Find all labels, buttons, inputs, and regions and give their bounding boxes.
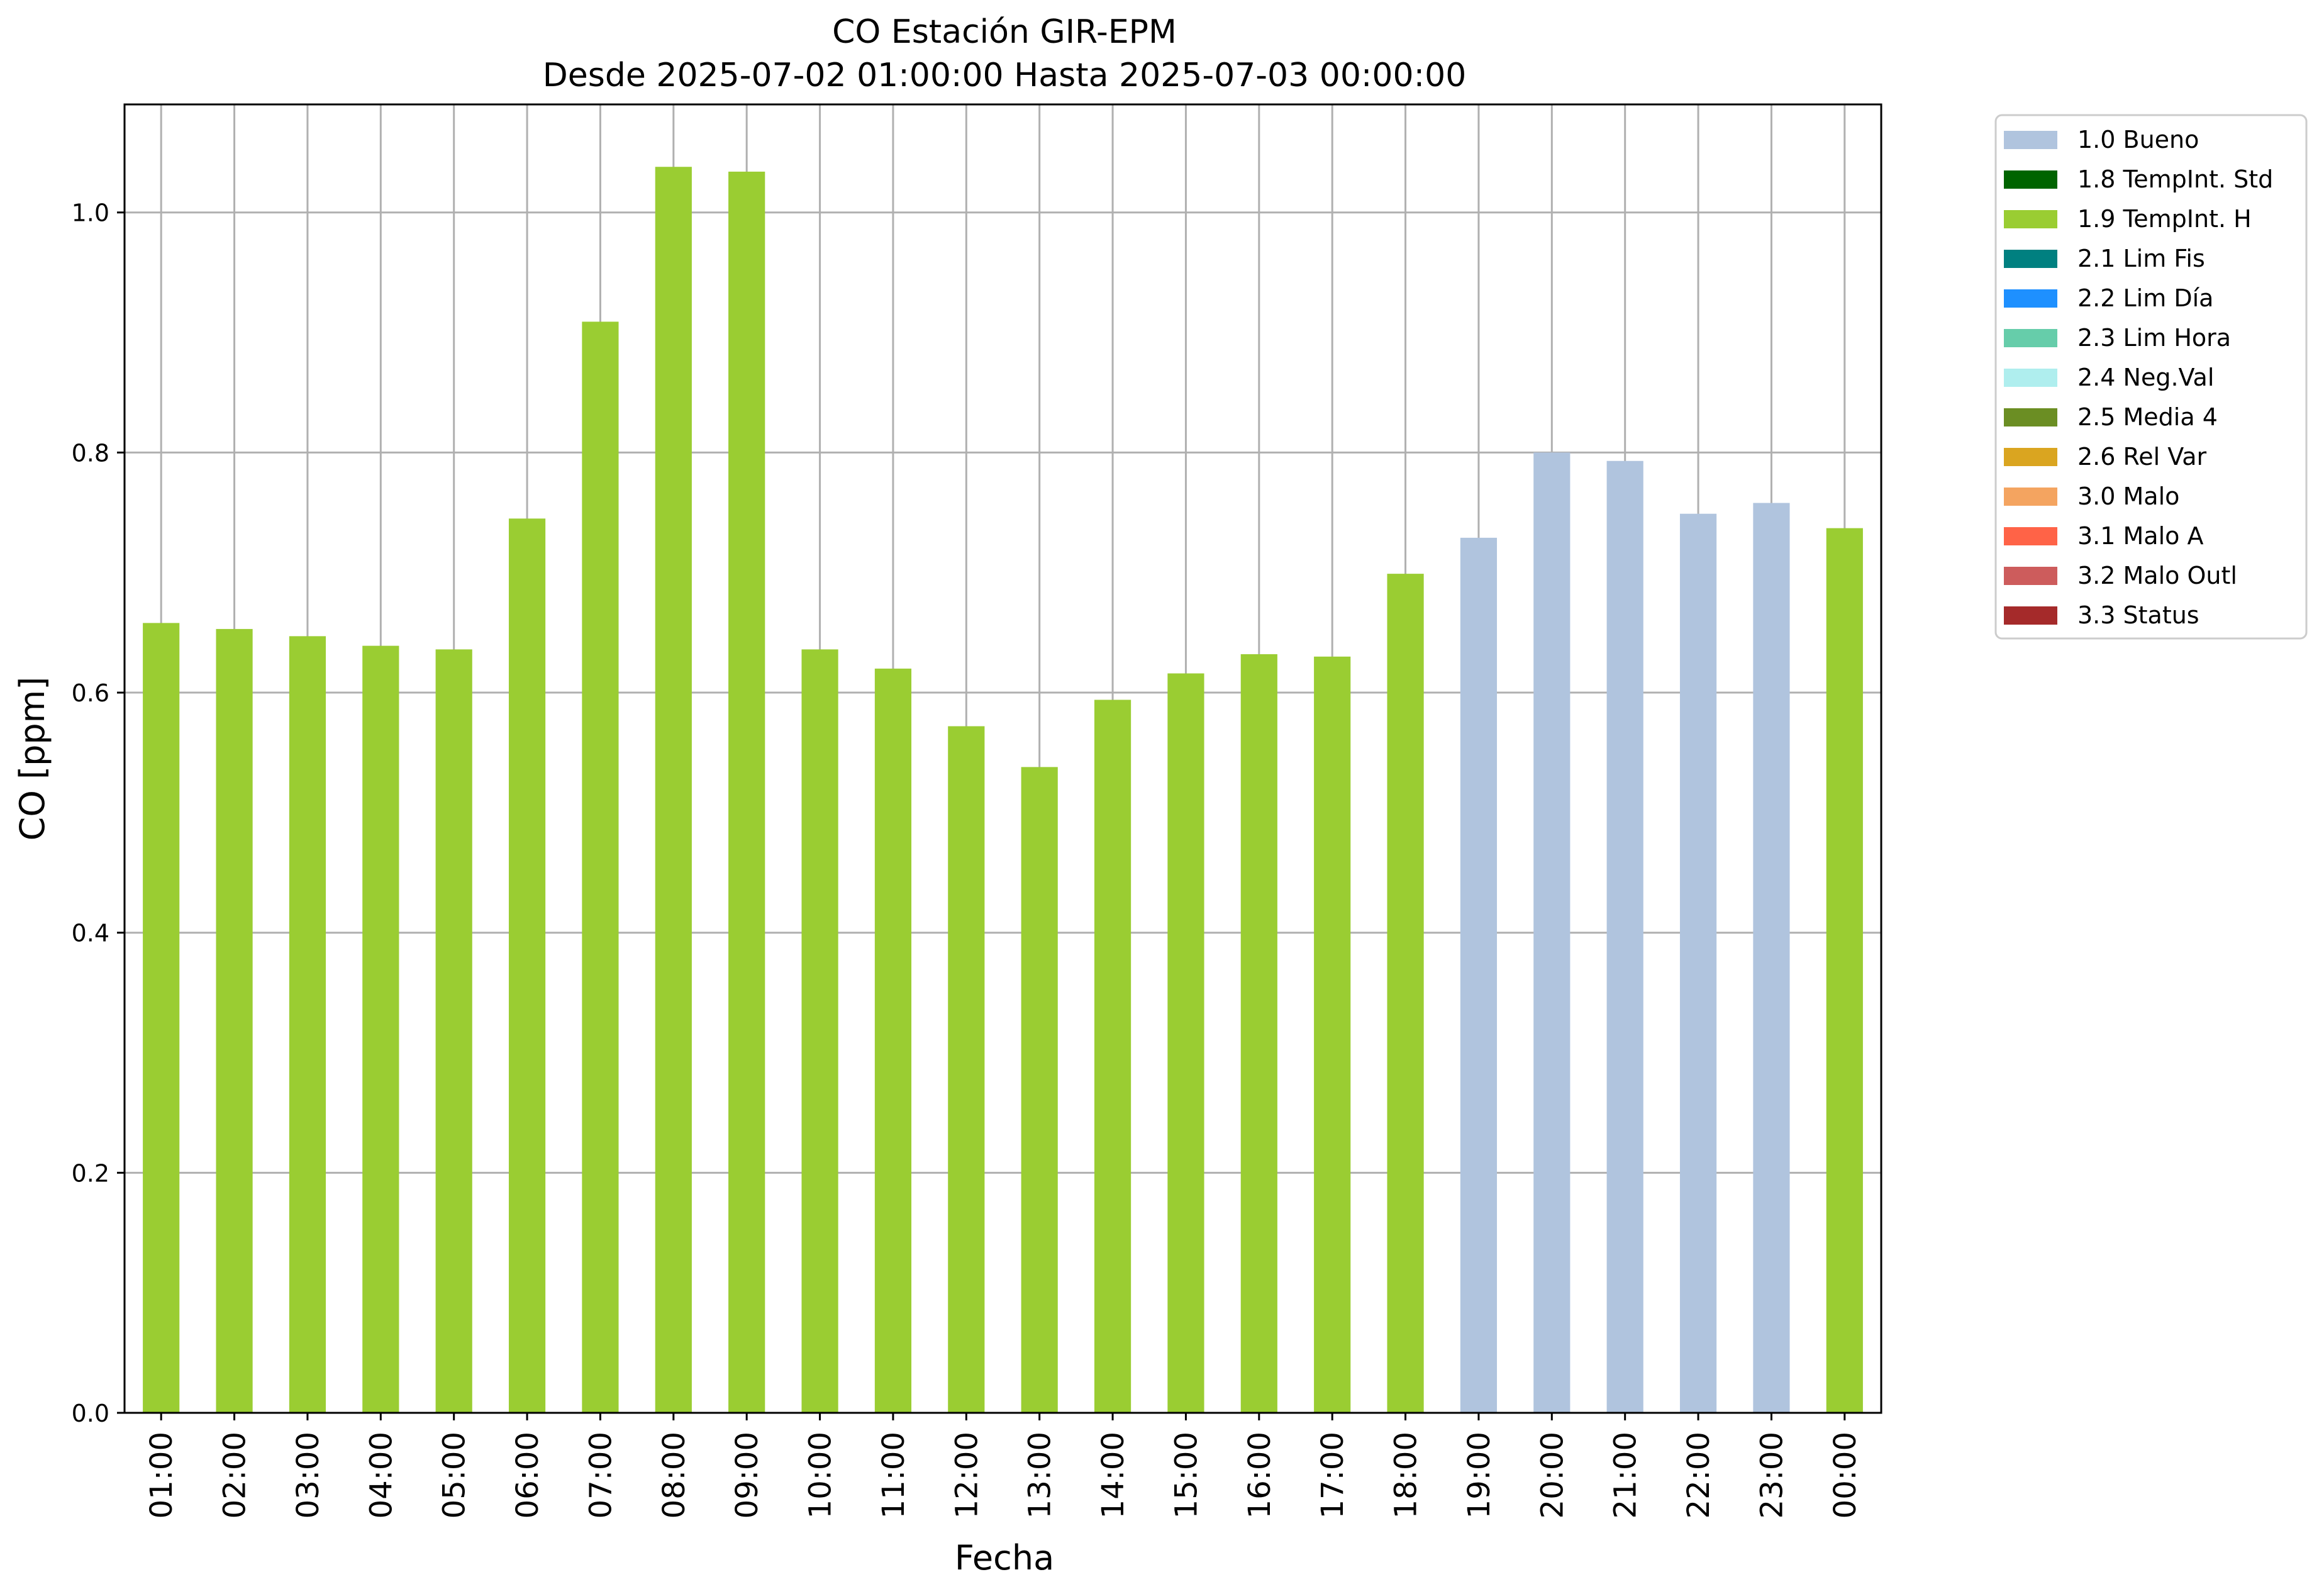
legend-label: 2.6 Rel Var [2077, 443, 2207, 471]
bar [728, 171, 765, 1413]
legend-swatch [2004, 250, 2057, 268]
y-tick-label: 0.2 [72, 1159, 109, 1187]
y-tick-label: 0.0 [72, 1400, 109, 1427]
legend-label: 3.1 Malo A [2077, 522, 2203, 550]
x-tick-label: 06:00 [510, 1432, 545, 1519]
x-tick-label: 12:00 [949, 1432, 984, 1519]
x-tick-label: 14:00 [1096, 1432, 1131, 1519]
bar [1606, 460, 1643, 1413]
x-tick-label: 18:00 [1389, 1432, 1424, 1519]
y-tick-label: 1.0 [72, 199, 109, 227]
bar [216, 628, 253, 1413]
x-tick-label: 19:00 [1462, 1432, 1497, 1519]
bar [1314, 656, 1351, 1413]
plot-frame [123, 103, 1882, 1414]
legend-label: 2.4 Neg.Val [2077, 364, 2214, 391]
bar [582, 321, 619, 1413]
x-tick-label: 23:00 [1754, 1432, 1789, 1519]
x-tick-label: 20:00 [1535, 1432, 1570, 1519]
legend: 1.0 Bueno 1.8 TempInt. Std 1.9 TempInt. H 2… [1994, 114, 2308, 640]
x-tick-label: 10:00 [803, 1432, 838, 1519]
x-tick-label: 15:00 [1169, 1432, 1204, 1519]
bar [801, 649, 838, 1413]
x-tick-label: 09:00 [730, 1432, 765, 1519]
x-tick-label: 16:00 [1242, 1432, 1277, 1519]
legend-entries: 1.0 Bueno 1.8 TempInt. Std 1.9 TempInt. H 2… [2004, 126, 2273, 629]
legend-swatch [2004, 527, 2057, 545]
bar [948, 726, 985, 1413]
x-tick-label: 08:00 [657, 1432, 692, 1519]
bar [362, 645, 399, 1413]
bar [508, 518, 546, 1413]
x-axis-label: Fecha [955, 1538, 1054, 1578]
legend-label: 2.1 Lim Fis [2077, 245, 2205, 272]
legend-label: 1.9 TempInt. H [2077, 205, 2252, 233]
legend-frame [1994, 114, 2308, 640]
bar [1240, 654, 1277, 1413]
bar [1021, 767, 1058, 1413]
legend-swatch [2004, 448, 2057, 466]
legend-label: 3.0 Malo [2077, 482, 2179, 510]
bar [1679, 513, 1717, 1413]
legend-swatch [2004, 488, 2057, 506]
x-tick-label: 11:00 [876, 1432, 911, 1519]
legend-label: 1.8 TempInt. Std [2077, 165, 2273, 193]
x-tick-label: 01:00 [144, 1432, 179, 1519]
legend-label: 2.5 Media 4 [2077, 403, 2218, 431]
bar [143, 623, 180, 1413]
y-tick-label: 0.6 [72, 679, 109, 707]
x-tick-label: 07:00 [583, 1432, 618, 1519]
x-tick-label: 05:00 [437, 1432, 472, 1519]
bar [1387, 574, 1424, 1413]
x-tick-label: 17:00 [1315, 1432, 1350, 1519]
legend-swatch [2004, 329, 2057, 347]
legend-label: 3.2 Malo Outl [2077, 562, 2237, 589]
bar [1094, 699, 1131, 1413]
legend-label: 1.0 Bueno [2077, 126, 2199, 153]
legend-swatch [2004, 567, 2057, 585]
legend-swatch [2004, 606, 2057, 625]
x-tick-label: 00:00 [1828, 1432, 1863, 1519]
bar-series [143, 167, 1863, 1413]
y-axis: 0.0 0.2 0.4 0.6 0.8 1.0 [72, 199, 125, 1427]
chart-title: CO Estación GIR-EPM [832, 13, 1177, 51]
legend-swatch [2004, 369, 2057, 387]
x-tick-label: 03:00 [291, 1432, 326, 1519]
x-tick-label: 13:00 [1023, 1432, 1058, 1519]
bar [1167, 673, 1204, 1413]
legend-swatch [2004, 131, 2057, 149]
bar [435, 649, 472, 1413]
y-tick-label: 0.8 [72, 439, 109, 467]
y-axis-label: CO [ppm] [13, 677, 52, 841]
chart-subtitle: Desde 2025-07-02 01:00:00 Hasta 2025-07-… [543, 57, 1467, 94]
bar [1533, 452, 1571, 1413]
x-tick-label: 04:00 [364, 1432, 399, 1519]
bar [655, 167, 692, 1413]
x-tick-label: 22:00 [1681, 1432, 1716, 1519]
x-tick-label: 02:00 [218, 1432, 253, 1519]
bar [1826, 528, 1863, 1413]
legend-label: 2.2 Lim Día [2077, 284, 2213, 312]
legend-swatch [2004, 289, 2057, 308]
bar [1460, 537, 1498, 1413]
legend-label: 2.3 Lim Hora [2077, 324, 2231, 352]
legend-swatch [2004, 210, 2057, 228]
bar [289, 636, 326, 1413]
y-tick-label: 0.4 [72, 920, 109, 947]
bar [1753, 503, 1790, 1413]
bar [874, 668, 912, 1413]
x-axis: 01:00 02:00 03:00 04:00 05:00 06:00 07:00 08:00… [144, 1413, 1863, 1519]
x-tick-label: 21:00 [1608, 1432, 1643, 1519]
legend-label: 3.3 Status [2077, 601, 2199, 629]
legend-swatch [2004, 408, 2057, 426]
legend-swatch [2004, 170, 2057, 189]
